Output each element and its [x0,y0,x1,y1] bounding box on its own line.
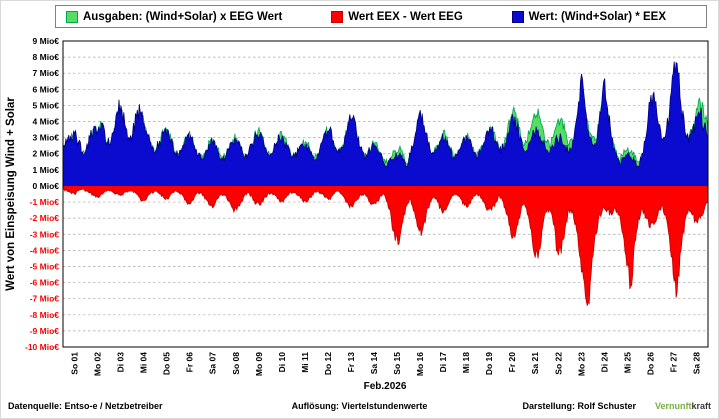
legend-swatch-eex-value [511,10,524,23]
y-axis-ticks: -10 Mio€ -9 Mio€ -8 Mio€ -7 Mio€ -6 Mio€ -5 M… [25,36,59,352]
legend-label-eeg-cost: Ausgaben: (Wind+Solar) x EEG Wert [83,10,283,23]
svg-text:1 Mio€: 1 Mio€ [33,165,60,175]
chart-legend: Ausgaben: (Wind+Solar) x EEG Wert Wert E… [55,5,707,28]
svg-text:Do 26: Do 26 [645,352,655,375]
footer: Datenquelle: Entso-e / Netzbetreiber Auf… [1,401,718,415]
svg-text:9 Mio€: 9 Mio€ [33,36,60,46]
vernunftkraft-logo: Vernunftkraft [655,401,711,411]
logo-vernunft: Vernunft [654,401,692,411]
svg-text:Sa 21: Sa 21 [530,352,540,374]
chart-canvas: -10 Mio€ -9 Mio€ -8 Mio€ -7 Mio€ -6 Mio€ -5 M… [5,36,709,392]
svg-text:Mi 04: Mi 04 [139,352,149,374]
svg-text:8 Mio€: 8 Mio€ [33,52,60,62]
legend-swatch-eex-minus-eeg [331,10,344,23]
svg-text:Mi 25: Mi 25 [622,352,632,374]
svg-text:-4 Mio€: -4 Mio€ [30,245,60,255]
svg-text:Sa 28: Sa 28 [691,352,701,374]
legend-label-eex-value: Wert: (Wind+Solar) * EEX [528,10,666,23]
svg-text:Fr 20: Fr 20 [507,352,517,373]
y-axis-title: Wert von Einspeisung Wind + Solar [5,97,17,291]
svg-text:4 Mio€: 4 Mio€ [33,117,60,127]
svg-text:Di 10: Di 10 [277,352,287,373]
svg-text:Di 24: Di 24 [599,352,609,373]
svg-text:-2 Mio€: -2 Mio€ [30,213,60,223]
svg-text:So 01: So 01 [70,352,80,375]
svg-text:So 15: So 15 [392,352,402,375]
svg-text:Do 19: Do 19 [484,352,494,375]
x-axis-title: Feb.2026 [364,381,407,392]
area-series [62,61,709,306]
svg-text:-3 Mio€: -3 Mio€ [30,229,60,239]
plot-border [62,40,709,348]
svg-text:-7 Mio€: -7 Mio€ [30,294,60,304]
svg-text:-8 Mio€: -8 Mio€ [30,310,60,320]
svg-text:2 Mio€: 2 Mio€ [33,149,60,159]
svg-text:Fr 06: Fr 06 [185,352,195,373]
svg-text:Di 03: Di 03 [116,352,126,373]
svg-text:Di 17: Di 17 [438,352,448,373]
svg-text:Mi 18: Mi 18 [461,352,471,374]
legend-swatch-eeg-cost [66,10,78,23]
resolution-label: Auflösung: Viertelstundenwerte [291,401,428,411]
svg-text:5 Mio€: 5 Mio€ [33,100,60,110]
svg-text:Sa 14: Sa 14 [369,352,379,374]
x-axis-ticks: So 01 Mo 02 Di 03 Mi 04 Do 05 Fr 06 Sa 07 So 08… [70,352,702,376]
svg-text:Mo 16: Mo 16 [415,352,425,376]
svg-text:7 Mio€: 7 Mio€ [33,68,60,78]
svg-text:3 Mio€: 3 Mio€ [33,133,60,143]
svg-text:-6 Mio€: -6 Mio€ [30,278,60,288]
svg-text:-9 Mio€: -9 Mio€ [30,326,60,336]
svg-text:Sa 07: Sa 07 [208,352,218,374]
svg-text:Fr 13: Fr 13 [346,352,356,373]
logo-kraft: kraft [691,401,711,411]
svg-text:Mo 23: Mo 23 [576,352,586,376]
svg-text:Fr 27: Fr 27 [668,352,678,373]
datasource-label: Datenquelle: Entso-e / Netzbetreiber [8,401,163,411]
svg-text:0 Mio€: 0 Mio€ [33,181,60,191]
credit-label: Darstellung: Rolf Schuster [522,401,636,411]
svg-text:So 22: So 22 [553,352,563,375]
svg-text:Mi 11: Mi 11 [300,352,310,373]
svg-text:6 Mio€: 6 Mio€ [33,84,60,94]
svg-text:Mo 02: Mo 02 [93,352,103,376]
svg-text:Mo 09: Mo 09 [254,352,264,376]
svg-text:Do 05: Do 05 [162,352,172,375]
svg-text:Do 12: Do 12 [323,352,333,375]
svg-text:So 08: So 08 [231,352,241,375]
legend-item-eex-value: Wert: (Wind+Solar) * EEX [511,10,666,23]
legend-item-eex-minus-eeg: Wert EEX - Wert EEG [331,10,463,23]
svg-text:-5 Mio€: -5 Mio€ [30,261,60,271]
legend-label-eex-minus-eeg: Wert EEX - Wert EEG [348,10,463,23]
svg-text:-10 Mio€: -10 Mio€ [25,342,59,352]
svg-text:-1 Mio€: -1 Mio€ [30,197,60,207]
legend-item-eeg-cost: Ausgaben: (Wind+Solar) x EEG Wert [66,10,283,23]
